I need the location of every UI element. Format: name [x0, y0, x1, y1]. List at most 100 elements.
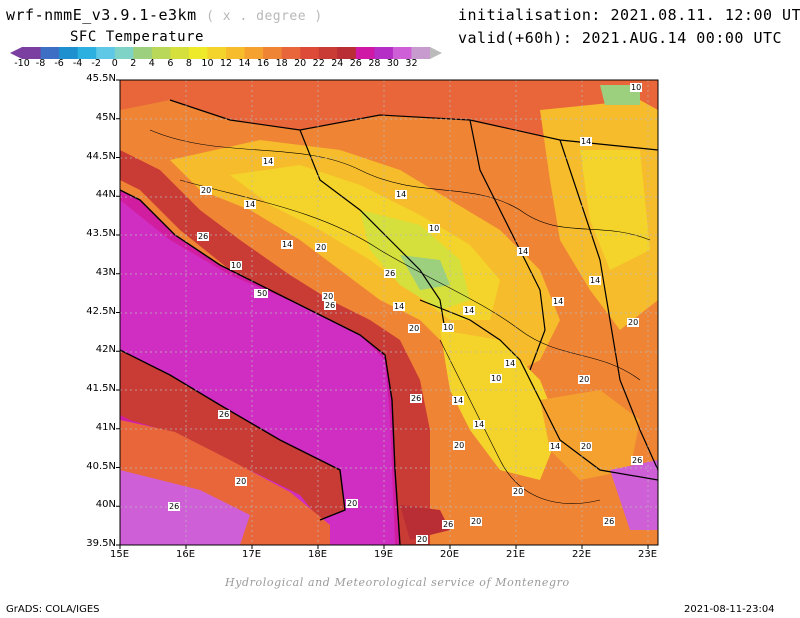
colorbar-tick-label: -8: [35, 58, 46, 69]
colorbar-swatch: [188, 47, 208, 59]
contour-label: 14: [549, 442, 562, 451]
contour-label: 26: [631, 456, 644, 465]
colorbar-tick-label: 10: [201, 58, 214, 69]
longitude-label: 17E: [242, 549, 262, 560]
contour-label: 50: [256, 289, 269, 298]
colorbar-tick-label: 24: [331, 58, 344, 69]
contour-label: 20: [453, 441, 466, 450]
contour-label: 14: [244, 200, 257, 209]
contour-label: 20: [416, 535, 429, 544]
colorbar-tick-label: 4: [148, 58, 155, 69]
colorbar-tick-label: -10: [14, 58, 30, 69]
colorbar-tick-label: 32: [405, 58, 418, 69]
latitude-label: 44N: [95, 189, 116, 201]
colorbar-tick-label: 30: [386, 58, 399, 69]
longitude-label: 18E: [308, 549, 328, 560]
contour-label: 14: [463, 306, 476, 315]
corfu-area: [400, 505, 450, 540]
colorbar-tick-label: 8: [185, 58, 192, 69]
contour-label: 14: [262, 157, 275, 166]
contour-label: 14: [552, 297, 565, 306]
colorbar-tick-label: 2: [130, 58, 137, 69]
colorbar: [10, 47, 442, 59]
contour-label: 14: [393, 302, 406, 311]
contour-label: 14: [281, 240, 294, 249]
contour-label: 20: [580, 442, 593, 451]
colorbar-swatch: [263, 47, 283, 59]
colorbar-tick-label: 28: [368, 58, 381, 69]
colorbar-swatch: [207, 47, 227, 59]
colorbar-swatch: [40, 47, 60, 59]
southeast-zone: [540, 390, 640, 480]
contour-label: 26: [218, 410, 231, 419]
contour-label: 26: [324, 301, 337, 310]
contour-label: 26: [384, 269, 397, 278]
colorbar-tick-label: 6: [167, 58, 174, 69]
contour-label: 20: [200, 186, 213, 195]
latitude-label: 39.5N: [86, 538, 116, 549]
contour-label: 20: [627, 318, 640, 327]
colorbar-tick-label: -2: [91, 58, 101, 69]
colorbar-tick-label: 0: [111, 58, 118, 69]
contour-label: 20: [346, 499, 359, 508]
contour-label: 26: [442, 520, 455, 529]
colorbar-swatch: [59, 47, 79, 59]
longitude-label: 22E: [572, 549, 592, 560]
contour-label: 14: [473, 420, 486, 429]
latitude-label: 43N: [95, 266, 116, 278]
longitude-label: 21E: [506, 549, 526, 560]
colorbar-swatch: [337, 47, 357, 59]
contour-label: 14: [589, 276, 602, 285]
units-label: ( x . degree ): [206, 9, 323, 24]
colorbar-tick-label: -4: [72, 58, 83, 69]
colorbar-swatch: [96, 47, 116, 59]
latitude-label: 44.5N: [86, 150, 116, 162]
latitude-label: 42N: [95, 344, 116, 356]
latitude-label: 41.5N: [86, 383, 116, 394]
contour-label: 26: [197, 232, 210, 241]
latitude-label: 43.5N: [86, 228, 116, 239]
colorbar-tick-label: 20: [294, 58, 307, 69]
contour-label: 26: [410, 394, 423, 403]
variable-title: SFC Temperature: [70, 29, 204, 45]
colorbar-swatch: [318, 47, 338, 59]
contour-label: 14: [504, 359, 517, 368]
colorbar-swatch: [77, 47, 97, 59]
colorbar-swatch: [170, 47, 190, 59]
colorbar-swatch: [281, 47, 301, 59]
longitude-label: 23E: [638, 549, 658, 560]
colorbar-tick-label: 16: [257, 58, 270, 69]
latitude-label: 41N: [95, 421, 116, 433]
latitude-label: 45.5N: [86, 73, 116, 84]
italy-heel: [120, 350, 345, 520]
contour-label: 14: [395, 190, 408, 199]
east-inner-zone: [580, 150, 650, 270]
longitude-label: 15E: [110, 549, 130, 560]
colorbar-tick-label: 18: [275, 58, 288, 69]
colorbar-min-arrow: [10, 47, 22, 59]
colorbar-ticks: -10 -8 -6 -4 -2 0 2 4 6 8 10 12 14 16 18 20 22 24 26 28 30 32: [0, 58, 800, 72]
ionian-sw: [120, 470, 250, 545]
contour-label: 20: [470, 517, 483, 526]
grads-credit: GrADS: COLA/IGES: [6, 604, 100, 615]
colorbar-max-arrow: [430, 47, 442, 59]
colorbar-tick-label: -6: [54, 58, 64, 69]
colorbar-tick-label: 14: [238, 58, 251, 69]
contour-label: 20: [322, 292, 335, 301]
south-interior-zone: [440, 330, 560, 480]
colorbar-swatch: [300, 47, 320, 59]
contour-label: 10: [630, 83, 643, 92]
init-time: initialisation: 2021.08.11. 12:00 UTC: [458, 6, 800, 24]
contour-label: 14: [580, 137, 593, 146]
contour-label: 26: [168, 502, 181, 511]
valid-time: valid(+60h): 2021.AUG.14 00:00 UTC: [458, 29, 783, 47]
colorbar-swatch: [22, 47, 42, 59]
colorbar-swatch: [392, 47, 412, 59]
contour-label: 10: [442, 323, 455, 332]
credit-text: Hydrological and Meteorological service …: [225, 576, 570, 589]
latitude-label: 42.5N: [86, 305, 116, 317]
contour-label: 14: [517, 247, 530, 256]
contour-label: 20: [578, 375, 591, 384]
contour-label: 20: [408, 324, 421, 333]
